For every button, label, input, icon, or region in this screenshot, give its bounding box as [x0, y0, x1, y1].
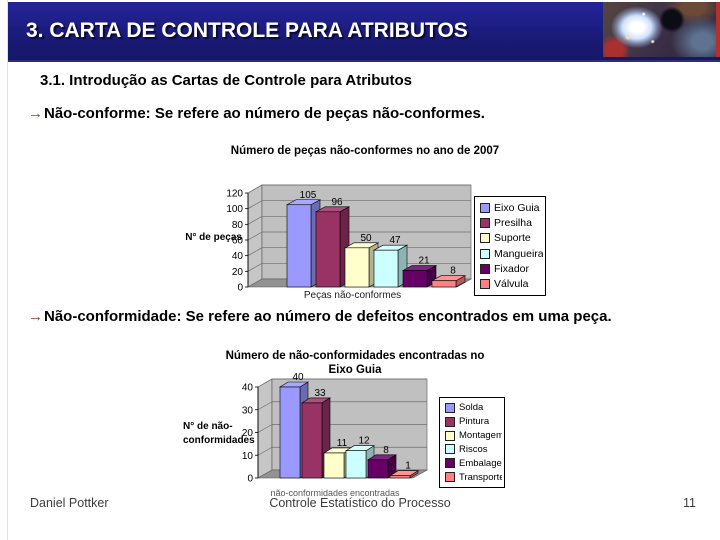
chart-1-x-axis-label: Peças não-conformes — [303, 290, 402, 301]
footer-author: Daniel Pottker — [30, 496, 109, 510]
legend-key-swatch — [480, 202, 490, 213]
legend-item: Riscos — [445, 444, 502, 455]
bullet-nao-conformidade: →Não-conformidade: Se refere ao número d… — [28, 308, 612, 325]
chart-2-title-line2: Eixo Guia — [328, 364, 382, 376]
svg-text:40: 40 — [292, 372, 304, 383]
title-bar: 3. CARTA DE CONTROLE PARA ATRIBUTOS — [8, 2, 720, 62]
legend-key-swatch — [445, 458, 455, 469]
svg-text:60: 60 — [232, 236, 244, 247]
legend-item: Suporte — [480, 232, 543, 244]
arrow-bullet-icon: → — [28, 308, 43, 325]
red-accent-strip — [716, 2, 720, 57]
legend-label: Solda — [459, 402, 484, 414]
legend-key-swatch — [445, 444, 455, 455]
legend-label: Eixo Guia — [494, 201, 540, 214]
bullet-text: Não-conforme: Se refere ao número de peç… — [44, 105, 485, 122]
bullet-text: Não-conformidade: Se refere ao número de… — [44, 308, 612, 325]
svg-text:21: 21 — [418, 256, 430, 267]
legend-item: Montagem — [445, 430, 502, 441]
legend-label: Presilha — [494, 216, 532, 229]
slide-title: 3. CARTA DE CONTROLE PARA ATRIBUTOS — [26, 19, 468, 42]
svg-text:30: 30 — [242, 405, 254, 416]
chart-2-y-axis-label: N° de não-conformidades — [183, 421, 255, 446]
svg-text:80: 80 — [232, 220, 244, 231]
svg-text:11: 11 — [337, 438, 348, 449]
legend-label: Montagem — [459, 430, 502, 442]
svg-text:0: 0 — [247, 474, 253, 485]
svg-text:40: 40 — [242, 383, 254, 394]
legend-label: Suporte — [494, 232, 531, 245]
chart-1-legend: Eixo Guia Presilha Suporte Mangueira Fixador… — [474, 196, 546, 296]
legend-label: Transporte — [459, 471, 502, 483]
legend-item: Presilha — [480, 217, 543, 229]
svg-text:20: 20 — [242, 428, 254, 439]
legend-key-swatch — [480, 279, 490, 290]
section-subtitle: 3.1. Introdução as Cartas de Controle pa… — [40, 72, 413, 89]
legend-item: Mangueira — [480, 248, 543, 260]
legend-label: Riscos — [459, 443, 488, 455]
arrow-bullet-icon: → — [28, 105, 43, 122]
svg-text:1: 1 — [405, 461, 411, 472]
svg-text:20: 20 — [232, 267, 244, 278]
legend-key-swatch — [480, 248, 490, 259]
legend-item: Pintura — [445, 416, 502, 427]
footer-course: Controle Estatístico do Processo — [269, 496, 451, 510]
legend-label: Válvula — [494, 278, 529, 291]
welder-photo — [603, 2, 716, 57]
legend-label: Fixador — [494, 262, 530, 275]
svg-text:33: 33 — [314, 388, 326, 399]
legend-key-swatch — [445, 416, 455, 427]
chart-2-title-line1: Número de não-conformidades encontradas … — [225, 350, 485, 362]
svg-text:0: 0 — [237, 283, 243, 294]
legend-key-swatch — [480, 217, 490, 228]
svg-text:50: 50 — [360, 233, 372, 244]
chart-pecas-nao-conformes: 0 20 40 60 80 100 120 105 96 50 47 21 8 Número de pe… — [185, 140, 550, 305]
svg-text:8: 8 — [450, 266, 456, 277]
legend-item: Válvula — [480, 278, 543, 290]
chart-nao-conformidades-eixo-guia: 0 10 20 30 40 40 33 11 12 8 1 Número de não-confor… — [150, 345, 550, 503]
svg-text:105: 105 — [300, 190, 317, 201]
legend-label: Pintura — [459, 416, 490, 428]
svg-text:12: 12 — [358, 436, 370, 447]
svg-text:10: 10 — [242, 451, 254, 462]
chart-1-title: Número de peças não-conformes no ano de … — [230, 145, 500, 157]
chart-2-x-axis-label: não-conformidades encontradas — [270, 488, 400, 498]
svg-text:40: 40 — [232, 251, 244, 262]
legend-label: Mangueira — [494, 247, 543, 260]
legend-item: Embalagem — [445, 458, 502, 469]
legend-key-swatch — [445, 472, 455, 483]
svg-text:47: 47 — [389, 235, 401, 246]
svg-text:96: 96 — [331, 197, 343, 208]
svg-text:8: 8 — [383, 445, 389, 456]
chart-1-y-axis-label: N° de peças — [185, 232, 242, 243]
bullet-nao-conforme: →Não-conforme: Se refere ao número de pe… — [28, 105, 485, 122]
legend-item: Transporte — [445, 472, 502, 483]
legend-key-swatch — [445, 402, 455, 413]
bar-chart-plot-2: 0 10 20 30 40 40 33 11 12 8 1 — [242, 372, 429, 485]
legend-item: Fixador — [480, 263, 543, 275]
legend-key-swatch — [480, 233, 490, 244]
legend-key-swatch — [445, 430, 455, 441]
svg-text:100: 100 — [226, 204, 243, 215]
legend-item: Solda — [445, 402, 502, 413]
svg-text:120: 120 — [226, 189, 243, 200]
legend-item: Eixo Guia — [480, 202, 543, 214]
bar-chart-plot-1: 0 20 40 60 80 100 120 105 96 50 47 21 8 — [226, 184, 473, 294]
slide-left-edge — [7, 0, 8, 540]
legend-label: Embalagem — [459, 457, 502, 469]
footer-page-number: 11 — [683, 496, 696, 510]
legend-key-swatch — [480, 263, 490, 274]
